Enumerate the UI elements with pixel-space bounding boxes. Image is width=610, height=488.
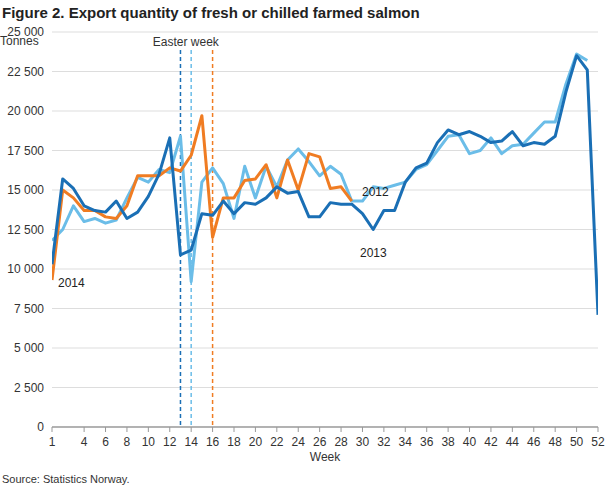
y-tick-label: 5 000 xyxy=(14,341,44,355)
y-tick-label: 20 000 xyxy=(7,104,44,118)
x-axis-label: Week xyxy=(310,450,341,464)
x-tick-label: 42 xyxy=(484,435,498,449)
grid-line xyxy=(52,32,598,33)
x-tick xyxy=(448,427,449,432)
x-tick xyxy=(426,427,427,432)
x-tick xyxy=(469,427,470,432)
x-tick xyxy=(234,427,235,432)
x-tick xyxy=(298,427,299,432)
series-line xyxy=(52,116,352,280)
x-tick-label: 30 xyxy=(356,435,370,449)
x-tick-label: 48 xyxy=(548,435,562,449)
y-tick-label: 22 500 xyxy=(7,65,44,79)
x-tick xyxy=(383,427,384,432)
x-tick-label: 14 xyxy=(184,435,198,449)
grid-line xyxy=(52,150,598,151)
grid-line xyxy=(52,348,598,349)
x-tick-label: 50 xyxy=(570,435,584,449)
grid-line xyxy=(52,111,598,112)
y-tick-label: 2 500 xyxy=(14,381,44,395)
x-axis-line xyxy=(52,427,598,428)
x-tick xyxy=(512,427,513,432)
x-tick xyxy=(212,427,213,432)
series-label: 2013 xyxy=(360,246,387,260)
x-tick xyxy=(490,427,491,432)
x-tick-label: 44 xyxy=(506,435,520,449)
x-tick-label: 28 xyxy=(334,435,348,449)
x-tick-label: 10 xyxy=(142,435,156,449)
x-tick xyxy=(169,427,170,432)
x-tick xyxy=(405,427,406,432)
x-tick xyxy=(191,427,192,432)
title: Figure 2. Export quantity of fresh or ch… xyxy=(2,4,420,21)
x-tick-label: 8 xyxy=(124,435,131,449)
x-tick-label: 20 xyxy=(249,435,263,449)
x-tick xyxy=(148,427,149,432)
x-tick-label: 26 xyxy=(313,435,327,449)
x-tick-label: 1 xyxy=(49,435,56,449)
source: Source: Statistics Norway. xyxy=(2,473,130,485)
y-tick-label: 7 500 xyxy=(14,302,44,316)
y-tick-label: 17 500 xyxy=(7,144,44,158)
x-tick-label: 6 xyxy=(102,435,109,449)
grid-line xyxy=(52,427,598,428)
x-tick xyxy=(52,427,53,432)
x-tick-label: 46 xyxy=(527,435,541,449)
x-tick xyxy=(576,427,577,432)
plot-area xyxy=(52,54,598,315)
x-tick xyxy=(555,427,556,432)
x-tick-label: 4 xyxy=(81,435,88,449)
x-tick xyxy=(362,427,363,432)
y-tick-label: 15 000 xyxy=(7,183,44,197)
x-tick xyxy=(84,427,85,432)
y-tick-label: 25 000 xyxy=(7,25,44,39)
y-tick-label: 12 500 xyxy=(7,223,44,237)
x-tick xyxy=(341,427,342,432)
series-label: 2012 xyxy=(362,185,389,199)
x-tick xyxy=(276,427,277,432)
grid-line xyxy=(52,269,598,270)
x-tick-label: 32 xyxy=(377,435,391,449)
x-tick xyxy=(105,427,106,432)
y-tick-label: 10 000 xyxy=(7,262,44,276)
easter-week-line xyxy=(190,50,192,427)
x-tick-label: 38 xyxy=(441,435,455,449)
x-tick-label: 12 xyxy=(163,435,177,449)
series-label: 2014 xyxy=(58,276,85,290)
chart: Figure 2. Export quantity of fresh or ch… xyxy=(0,0,610,488)
x-tick-label: 40 xyxy=(463,435,477,449)
series-line xyxy=(52,54,587,282)
x-tick-label: 52 xyxy=(591,435,605,449)
x-tick-label: 22 xyxy=(270,435,284,449)
x-tick-label: 34 xyxy=(399,435,413,449)
x-tick xyxy=(126,427,127,432)
grid-line xyxy=(52,308,598,309)
x-tick xyxy=(598,427,599,432)
grid-line xyxy=(52,387,598,388)
annotation: Easter week xyxy=(153,35,220,49)
series-line xyxy=(52,56,598,315)
x-tick xyxy=(255,427,256,432)
x-tick-label: 36 xyxy=(420,435,434,449)
y-tick-label: 0 xyxy=(37,420,44,434)
x-tick xyxy=(319,427,320,432)
x-tick-label: 24 xyxy=(292,435,306,449)
x-tick-label: 18 xyxy=(227,435,241,449)
grid-line xyxy=(52,229,598,230)
grid-line xyxy=(52,71,598,72)
x-tick-label: 16 xyxy=(206,435,220,449)
x-tick xyxy=(533,427,534,432)
